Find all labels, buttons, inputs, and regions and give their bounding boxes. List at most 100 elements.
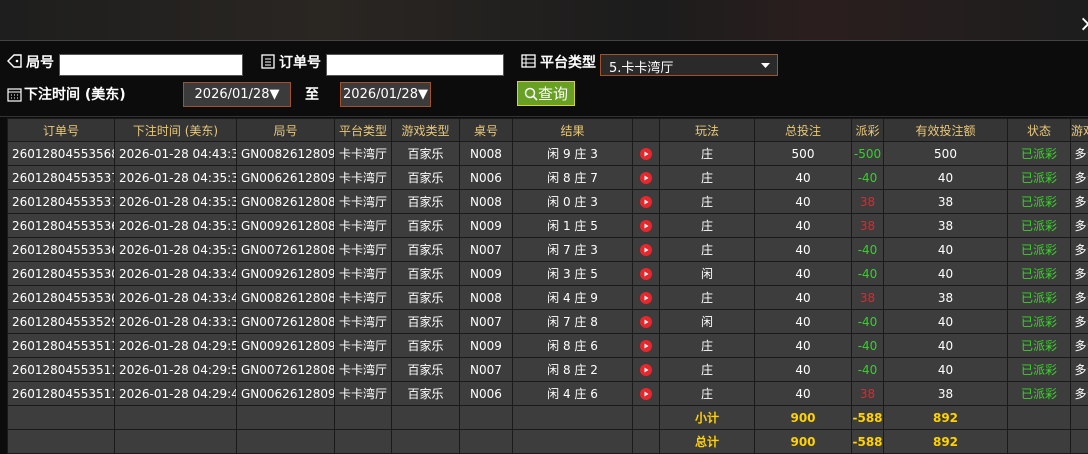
header-cell: 游戏类型 bbox=[392, 119, 460, 142]
play-cell bbox=[633, 262, 660, 286]
cell: 已派彩 bbox=[1008, 358, 1071, 382]
order-icon bbox=[261, 54, 275, 69]
cell: 百家乐 bbox=[392, 334, 460, 358]
cell: 40 bbox=[755, 214, 852, 238]
query-button[interactable]: 查询 bbox=[517, 81, 575, 106]
cell: 百家乐 bbox=[392, 166, 460, 190]
cell: 闲 0 庄 3 bbox=[513, 190, 633, 214]
cell: 40 bbox=[755, 286, 852, 310]
cell: 庄 bbox=[660, 190, 755, 214]
header-cell: 游戏模式 bbox=[1071, 119, 1088, 142]
data-row: 2601280455351142026-01-28 04:29:51GN0072… bbox=[8, 358, 1088, 382]
cell: 已派彩 bbox=[1008, 190, 1071, 214]
data-row: 2601280455351122026-01-28 04:29:48GN0062… bbox=[8, 382, 1088, 406]
cell: 多台 bbox=[1071, 142, 1088, 166]
cell: 已派彩 bbox=[1008, 286, 1071, 310]
cell: 庄 bbox=[660, 142, 755, 166]
cell: 40 bbox=[884, 334, 1008, 358]
platform-value: 5.卡卡湾厅 bbox=[609, 57, 673, 76]
header-cell: 总投注 bbox=[755, 119, 852, 142]
cell: 百家乐 bbox=[392, 142, 460, 166]
cell: N009 bbox=[460, 262, 513, 286]
cell: GN0072612808V bbox=[237, 310, 335, 334]
cell: N006 bbox=[460, 382, 513, 406]
cell: 2026-01-28 04:33:40 bbox=[115, 286, 237, 310]
platform-label: 平台类型 bbox=[540, 52, 596, 72]
play-icon[interactable] bbox=[640, 268, 652, 280]
cell: 260128045535112 bbox=[8, 382, 115, 406]
query-text: 查询 bbox=[538, 83, 568, 104]
play-icon[interactable] bbox=[640, 220, 652, 232]
play-icon[interactable] bbox=[640, 364, 652, 376]
play-icon[interactable] bbox=[640, 172, 652, 184]
to-label: 至 bbox=[305, 84, 319, 104]
play-icon[interactable] bbox=[640, 388, 652, 400]
cell: N007 bbox=[460, 310, 513, 334]
cell: 38 bbox=[852, 214, 884, 238]
summary-blank bbox=[1071, 406, 1088, 430]
header-cell: 结果 bbox=[513, 119, 633, 142]
header-blank bbox=[633, 119, 660, 142]
cell: 2026-01-28 04:35:33 bbox=[115, 214, 237, 238]
cell: 卡卡湾厅 bbox=[335, 286, 392, 310]
cell: 卡卡湾厅 bbox=[335, 310, 392, 334]
cell: 2026-01-28 04:29:54 bbox=[115, 334, 237, 358]
summary-total-bet: 900 bbox=[755, 430, 852, 454]
cell: N007 bbox=[460, 238, 513, 262]
play-cell bbox=[633, 238, 660, 262]
summary-blank bbox=[115, 406, 237, 430]
cell: 卡卡湾厅 bbox=[335, 214, 392, 238]
play-icon[interactable] bbox=[640, 340, 652, 352]
play-icon[interactable] bbox=[640, 292, 652, 304]
summary-blank bbox=[460, 430, 513, 454]
cell: GN0072612808P bbox=[237, 358, 335, 382]
cell: N008 bbox=[460, 190, 513, 214]
cell: 已派彩 bbox=[1008, 214, 1071, 238]
close-button[interactable]: × bbox=[1079, 12, 1088, 37]
summary-blank bbox=[335, 430, 392, 454]
cell: 多台 bbox=[1071, 286, 1088, 310]
cell: 已派彩 bbox=[1008, 310, 1071, 334]
cell: N008 bbox=[460, 142, 513, 166]
round-input[interactable] bbox=[59, 54, 243, 76]
cell: 卡卡湾厅 bbox=[335, 262, 392, 286]
select-arrow bbox=[761, 63, 770, 69]
cell: 闲 8 庄 6 bbox=[513, 334, 633, 358]
summary-blank bbox=[1071, 430, 1088, 454]
cell: 2026-01-28 04:43:39 bbox=[115, 142, 237, 166]
cell: 闲 7 庄 8 bbox=[513, 310, 633, 334]
summary-blank bbox=[115, 430, 237, 454]
data-row: 2601280455353692026-01-28 04:35:33GN0092… bbox=[8, 214, 1088, 238]
cell: 庄 bbox=[660, 166, 755, 190]
summary-blank bbox=[335, 406, 392, 430]
cell: GN00826128096 bbox=[237, 142, 335, 166]
play-icon[interactable] bbox=[640, 148, 652, 160]
cell: 百家乐 bbox=[392, 262, 460, 286]
play-icon[interactable] bbox=[640, 196, 652, 208]
header-cell: 平台类型 bbox=[335, 119, 392, 142]
cell: 卡卡湾厅 bbox=[335, 142, 392, 166]
cell: 40 bbox=[755, 262, 852, 286]
data-row: 2601280455351192026-01-28 04:29:54GN0092… bbox=[8, 334, 1088, 358]
time-label: 下注时间 (美东) bbox=[24, 84, 126, 104]
date-from[interactable]: 2026/01/28▼ bbox=[183, 82, 291, 107]
play-cell bbox=[633, 358, 660, 382]
platform-select[interactable]: 5.卡卡湾厅 bbox=[600, 54, 778, 76]
play-cell bbox=[633, 166, 660, 190]
play-icon[interactable] bbox=[640, 244, 652, 256]
cell: 百家乐 bbox=[392, 286, 460, 310]
cell: 庄 bbox=[660, 382, 755, 406]
date-to[interactable]: 2026/01/28▼ bbox=[340, 82, 431, 107]
cell: 百家乐 bbox=[392, 310, 460, 334]
play-cell bbox=[633, 334, 660, 358]
cell: 卡卡湾厅 bbox=[335, 334, 392, 358]
cell: 38 bbox=[852, 190, 884, 214]
orders-table: 订单号下注时间 (美东)局号平台类型游戏类型桌号结果玩法总投注派彩有效投注额状态… bbox=[7, 118, 1088, 454]
calendar-icon bbox=[7, 87, 22, 102]
cell: 260128045535369 bbox=[8, 214, 115, 238]
play-icon[interactable] bbox=[640, 316, 652, 328]
order-input[interactable] bbox=[326, 54, 504, 76]
platform-icon bbox=[521, 54, 536, 68]
summary-blank bbox=[633, 430, 660, 454]
